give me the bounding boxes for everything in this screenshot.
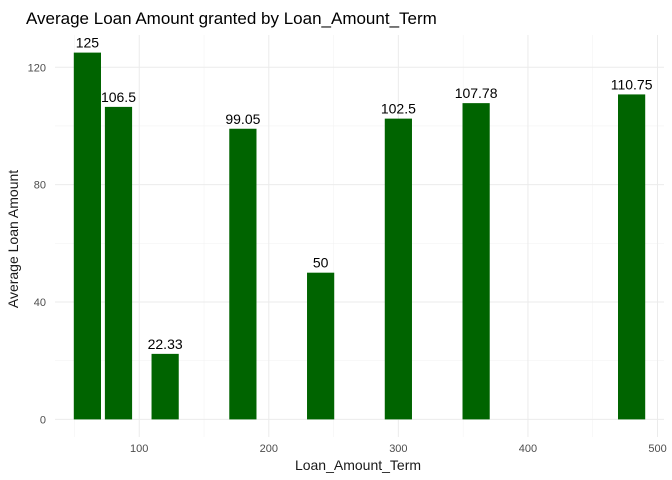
- bar-value-label: 107.78: [455, 85, 498, 101]
- x-tick-label: 400: [519, 443, 537, 455]
- chart-title: Average Loan Amount granted by Loan_Amou…: [26, 9, 437, 28]
- bar: [73, 52, 101, 420]
- y-axis-ticks: 0 40 80 120: [28, 62, 46, 426]
- bar: [384, 118, 412, 420]
- y-tick-label: 40: [34, 297, 46, 309]
- x-tick-label: 200: [260, 443, 278, 455]
- x-tick-label: 500: [648, 443, 666, 455]
- bar-value-label: 22.33: [148, 336, 183, 352]
- x-axis-title: Loan_Amount_Term: [295, 457, 421, 473]
- bar: [618, 94, 646, 420]
- bar-value-label: 106.5: [101, 89, 136, 105]
- x-tick-label: 300: [389, 443, 407, 455]
- bar: [104, 106, 133, 420]
- bar-value-label: 50: [313, 255, 329, 271]
- y-tick-label: 120: [28, 62, 46, 74]
- bar: [229, 128, 257, 420]
- y-tick-label: 80: [34, 180, 46, 192]
- y-tick-label: 0: [40, 414, 46, 426]
- bar-value-label: 99.05: [225, 111, 260, 127]
- bar-value-label: 125: [76, 35, 100, 51]
- x-axis-ticks: 100 200 300 400 500: [130, 443, 667, 455]
- bar: [307, 272, 335, 420]
- data-labels: 125 106.5 22.33 99.05 50 102.5 107.78 110.75: [76, 35, 653, 352]
- bar: [462, 103, 490, 420]
- y-axis-title: Average Loan Amount: [5, 170, 21, 308]
- bar-value-label: 102.5: [381, 101, 416, 117]
- bar-value-label: 110.75: [611, 76, 653, 92]
- x-tick-label: 100: [130, 443, 148, 455]
- grid-lines: [55, 35, 664, 437]
- bar: [151, 353, 179, 420]
- bars: [73, 52, 646, 420]
